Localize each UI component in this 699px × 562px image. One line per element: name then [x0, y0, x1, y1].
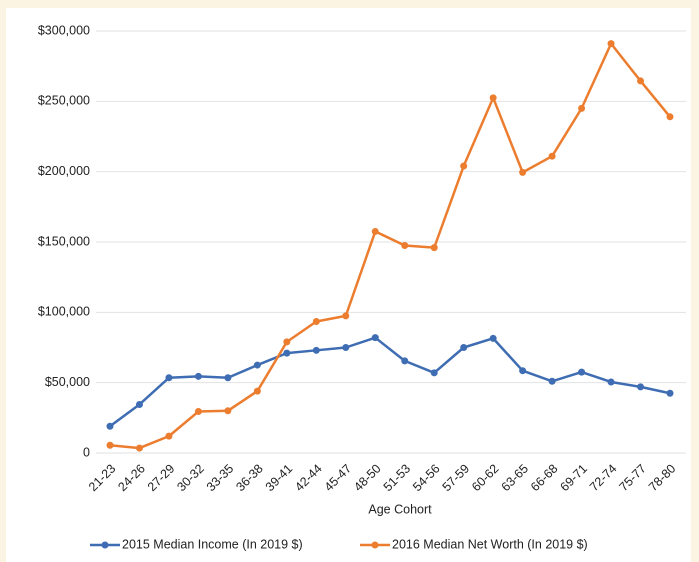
- data-point: [637, 77, 645, 85]
- series-line: [109, 336, 671, 428]
- data-point: [135, 444, 143, 452]
- data-point: [283, 349, 291, 357]
- data-point: [371, 227, 379, 235]
- data-point: [165, 374, 173, 382]
- data-point: [666, 389, 674, 397]
- data-point: [578, 368, 586, 376]
- data-point: [194, 408, 202, 416]
- data-point: [253, 387, 261, 395]
- data-point: [548, 152, 556, 160]
- data-point: [460, 344, 468, 351]
- data-point: [312, 317, 320, 325]
- data-point: [342, 344, 350, 351]
- y-tick-label: $50,000: [45, 375, 90, 389]
- y-tick-label: $250,000: [38, 94, 90, 108]
- legend-marker: [101, 541, 109, 549]
- data-point: [312, 346, 320, 354]
- data-point: [224, 374, 232, 382]
- data-point: [371, 334, 379, 342]
- legend-label: 2016 Median Net Worth (In 2019 $): [392, 537, 588, 551]
- data-point: [548, 377, 556, 385]
- data-point: [253, 361, 261, 369]
- data-point: [519, 367, 527, 375]
- data-point: [430, 369, 438, 377]
- legend-marker: [371, 541, 379, 549]
- data-point: [401, 357, 409, 365]
- data-point: [135, 400, 143, 408]
- data-point: [224, 407, 232, 415]
- x-axis-title: Age Cohort: [368, 502, 432, 516]
- data-point: [460, 162, 468, 170]
- y-tick-label: $100,000: [38, 305, 90, 319]
- y-tick-label: $300,000: [38, 23, 90, 37]
- data-point: [666, 113, 674, 121]
- legend-label: 2015 Median Income (In 2019 $): [122, 537, 303, 551]
- data-point: [401, 242, 409, 250]
- data-point: [637, 383, 645, 391]
- data-point: [489, 334, 497, 342]
- chart-panel: [6, 8, 691, 562]
- data-point: [106, 422, 114, 430]
- data-point: [283, 338, 291, 346]
- data-point: [194, 372, 202, 380]
- data-point: [607, 40, 615, 48]
- series-line: [109, 42, 671, 450]
- data-point: [342, 312, 350, 320]
- data-point: [578, 104, 586, 112]
- data-point: [106, 441, 114, 449]
- data-point: [607, 378, 615, 386]
- data-point: [489, 94, 497, 102]
- data-point: [165, 432, 173, 440]
- data-point: [430, 244, 438, 252]
- data-point: [519, 168, 527, 176]
- y-tick-label: $200,000: [38, 164, 90, 178]
- y-tick-label: $150,000: [38, 234, 90, 248]
- y-tick-label: 0: [83, 445, 90, 459]
